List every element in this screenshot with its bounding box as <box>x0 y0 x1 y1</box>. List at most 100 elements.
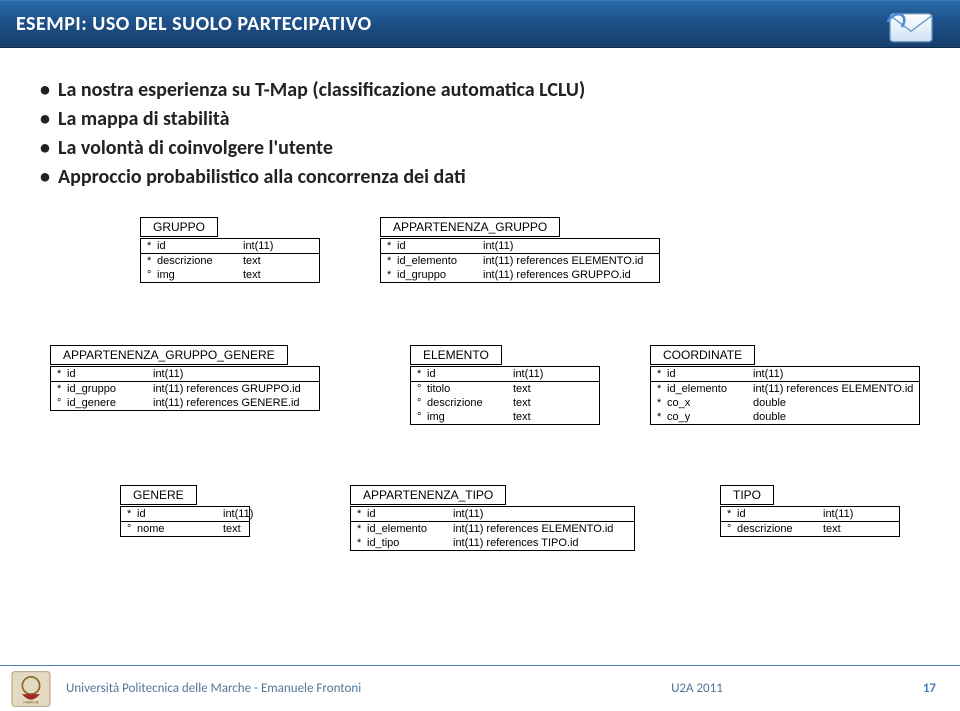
row-name: id <box>67 368 153 380</box>
bullet-item: La mappa di stabilità <box>40 105 920 134</box>
svg-text:MARCHE: MARCHE <box>23 700 39 705</box>
row-marker: ° <box>127 523 137 535</box>
row-type: text <box>243 255 313 267</box>
row-name: id_elemento <box>397 255 483 267</box>
slide-title: ESEMPI: USO DEL SUOLO PARTECIPATIVO <box>16 12 372 36</box>
row-type: text <box>243 269 313 281</box>
row-type: int(11) <box>223 508 253 520</box>
entity-box: GRUPPO*idint(11)*descrizionetext°imgtext <box>140 238 320 283</box>
entity-box: COORDINATE*idint(11)*id_elementoint(11) … <box>650 366 920 425</box>
row-marker: * <box>387 269 397 281</box>
mail-icon <box>884 5 938 47</box>
row-marker: * <box>387 240 397 252</box>
entity-row: *idint(11) <box>651 367 919 381</box>
entity-row: *idint(11) <box>51 367 319 381</box>
entity-title: COORDINATE <box>650 345 755 365</box>
row-marker: * <box>657 368 667 380</box>
entity-box: APPARTENENZA_GRUPPO*idint(11)*id_element… <box>380 238 660 283</box>
row-name: id <box>427 368 513 380</box>
er-diagram: GRUPPO*idint(11)*descrizionetext°imgtext… <box>40 208 920 588</box>
row-marker: ° <box>57 397 67 409</box>
row-type: text <box>823 523 893 535</box>
row-marker: * <box>657 411 667 423</box>
entity-row: *id_elementoint(11) references ELEMENTO.… <box>351 522 634 536</box>
row-marker: * <box>357 537 367 549</box>
row-name: id <box>157 240 243 252</box>
footer: MARCHE Università Politecnica delle Marc… <box>0 665 960 711</box>
row-name: img <box>157 269 243 281</box>
row-type: int(11) <box>453 508 628 520</box>
row-name: id_gruppo <box>397 269 483 281</box>
bullet-item: La nostra esperienza su T-Map (classific… <box>40 76 920 105</box>
row-name: id <box>367 508 453 520</box>
row-marker: ° <box>147 269 157 281</box>
row-marker: * <box>57 383 67 395</box>
row-marker: ° <box>727 523 737 535</box>
bullet-item: La volontà di coinvolgere l'utente <box>40 134 920 163</box>
row-name: id <box>667 368 753 380</box>
entity-row: *co_ydouble <box>651 410 919 424</box>
row-name: nome <box>137 523 223 535</box>
row-type: text <box>513 411 593 423</box>
entity-row: *descrizionetext <box>141 254 319 268</box>
entity-title: APPARTENENZA_TIPO <box>350 485 506 505</box>
entity-box: TIPO*idint(11)°descrizionetext <box>720 506 900 537</box>
row-name: co_y <box>667 411 753 423</box>
row-name: titolo <box>427 383 513 395</box>
content-area: La nostra esperienza su T-Map (classific… <box>0 48 960 588</box>
row-marker: * <box>387 255 397 267</box>
entity-box: APPARTENENZA_GRUPPO_GENERE*idint(11)*id_… <box>50 366 320 411</box>
entity-row: *id_gruppoint(11) references GRUPPO.id <box>381 268 659 282</box>
entity-title: GRUPPO <box>140 217 218 237</box>
entity-row: °descrizionetext <box>721 522 899 536</box>
row-type: int(11) references ELEMENTO.id <box>753 383 913 395</box>
bullet-list: La nostra esperienza su T-Map (classific… <box>40 76 920 192</box>
entity-row: °imgtext <box>141 268 319 282</box>
row-marker: * <box>417 368 427 380</box>
entity-row: °titolotext <box>411 382 599 396</box>
row-type: text <box>223 523 243 535</box>
row-marker: * <box>727 508 737 520</box>
row-name: id <box>737 508 823 520</box>
row-name: descrizione <box>427 397 513 409</box>
row-name: id_elemento <box>667 383 753 395</box>
row-name: descrizione <box>737 523 823 535</box>
row-name: id_tipo <box>367 537 453 549</box>
row-name: co_x <box>667 397 753 409</box>
row-name: img <box>427 411 513 423</box>
title-bar: ESEMPI: USO DEL SUOLO PARTECIPATIVO <box>0 0 960 48</box>
entity-row: °id_genereint(11) references GENERE.id <box>51 396 319 410</box>
entity-row: *id_gruppoint(11) references GRUPPO.id <box>51 382 319 396</box>
entity-title: APPARTENENZA_GRUPPO <box>380 217 560 237</box>
entity-row: *idint(11) <box>411 367 599 381</box>
row-type: double <box>753 411 913 423</box>
row-name: id_genere <box>67 397 153 409</box>
bullet-item: Approccio probabilistico alla concorrenz… <box>40 163 920 192</box>
row-marker: * <box>357 523 367 535</box>
university-logo-icon: MARCHE <box>10 670 52 708</box>
row-type: int(11) references ELEMENTO.id <box>453 523 628 535</box>
entity-row: *id_elementoint(11) references ELEMENTO.… <box>381 254 659 268</box>
row-marker: ° <box>417 411 427 423</box>
row-type: int(11) <box>513 368 593 380</box>
entity-title: TIPO <box>720 485 774 505</box>
row-marker: * <box>357 508 367 520</box>
row-marker: * <box>57 368 67 380</box>
row-type: int(11) <box>243 240 313 252</box>
row-name: id_gruppo <box>67 383 153 395</box>
entity-row: °nometext <box>121 522 249 536</box>
row-type: text <box>513 397 593 409</box>
row-marker: * <box>657 383 667 395</box>
row-type: int(11) <box>153 368 313 380</box>
footer-university: Università Politecnica delle Marche - Em… <box>66 681 671 696</box>
row-marker: * <box>147 255 157 267</box>
row-type: int(11) <box>823 508 893 520</box>
entity-box: GENERE*idint(11)°nometext <box>120 506 250 537</box>
row-marker: * <box>127 508 137 520</box>
row-type: int(11) references GRUPPO.id <box>153 383 313 395</box>
entity-row: *idint(11) <box>121 507 249 521</box>
entity-title: APPARTENENZA_GRUPPO_GENERE <box>50 345 288 365</box>
entity-row: *idint(11) <box>141 239 319 253</box>
footer-page-number: 17 <box>923 681 936 696</box>
row-marker: ° <box>417 383 427 395</box>
